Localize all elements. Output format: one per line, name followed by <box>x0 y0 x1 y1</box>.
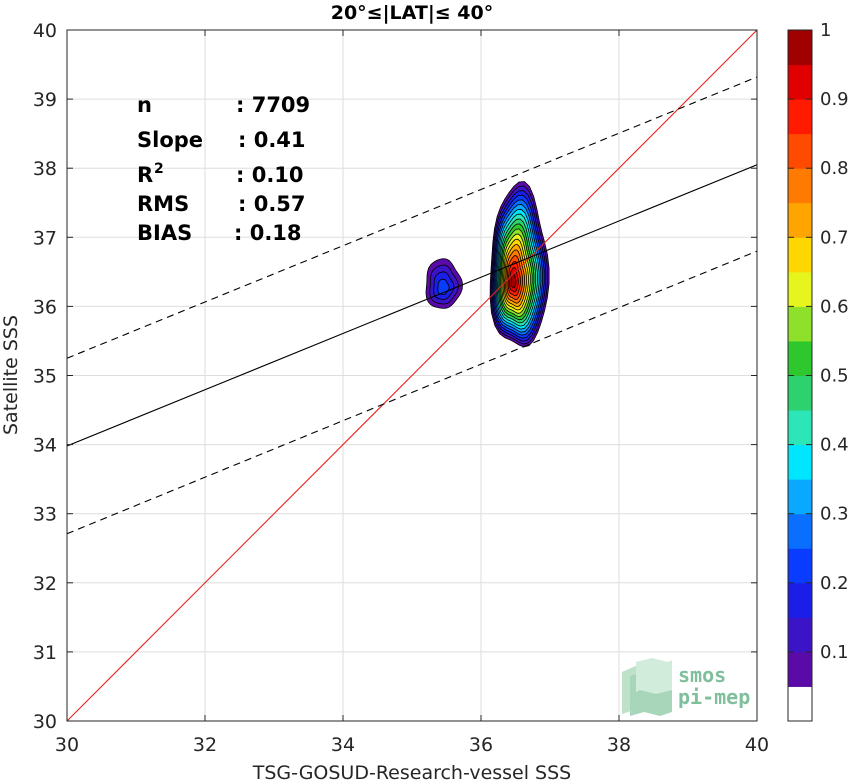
fit-line <box>67 164 757 447</box>
x-tick-label: 30 <box>55 734 79 756</box>
colorbar-segment <box>788 64 812 100</box>
y-tick-label: 31 <box>33 642 57 664</box>
colorbar-segment <box>788 513 812 549</box>
colorbar-segment <box>788 133 812 169</box>
colorbar-tick-label: 0.6 <box>820 296 849 317</box>
stat-label: n <box>137 93 152 117</box>
colorbar-ticks: 0.1 0.2 0.3 0.4 0.5 0.6 0.7 0.8 0.9 1 <box>788 20 849 663</box>
y-tick-label: 37 <box>33 227 57 249</box>
colorbar-segment <box>788 651 812 687</box>
identity-line <box>67 30 757 721</box>
colorbar-tick-label: 0.5 <box>820 366 849 387</box>
stat-value: : 0.10 <box>236 163 304 187</box>
logo-waves-icon <box>622 658 672 716</box>
y-tick-label: 36 <box>33 296 57 318</box>
fit-lower-bound-line <box>67 250 757 535</box>
colorbar-segment <box>788 271 812 307</box>
colorbar-segment <box>788 686 812 722</box>
stat-superscript: 2 <box>154 161 164 177</box>
colorbar-tick-label: 1 <box>820 20 831 41</box>
y-tick-label: 30 <box>33 711 57 733</box>
chart-title: 20°≤|LAT|≤ 40° <box>331 2 494 24</box>
colorbar-segment <box>788 168 812 204</box>
stat-label: RMS <box>137 192 189 216</box>
y-tick-label: 34 <box>33 435 57 457</box>
y-axis-label: Satellite SSS <box>0 315 22 435</box>
colorbar-tick-label: 0.3 <box>820 504 849 525</box>
stat-label: R <box>137 163 153 187</box>
smos-pi-mep-logo: smos pi-mep <box>622 658 750 716</box>
colorbar-segment <box>788 340 812 376</box>
colorbar-segment <box>788 548 812 584</box>
x-tick-label: 38 <box>607 734 631 756</box>
stat-value: : 0.57 <box>238 192 306 216</box>
y-ticks: 30 31 32 33 34 35 36 37 38 39 40 <box>33 20 757 733</box>
regression-lines <box>67 30 757 721</box>
colorbar-tick-label: 0.1 <box>820 642 849 663</box>
colorbar-segment <box>788 202 812 238</box>
logo-line2: pi-mep <box>678 685 750 709</box>
colorbar-segment <box>788 444 812 480</box>
logo-line1: smos <box>678 663 726 687</box>
y-tick-label: 32 <box>33 573 57 595</box>
stat-label: Slope <box>137 128 203 152</box>
density-contour-level <box>437 278 450 295</box>
colorbar-segment <box>788 306 812 342</box>
fit-upper-bound-line <box>67 76 757 359</box>
x-tick-label: 36 <box>469 734 493 756</box>
grid <box>66 29 758 722</box>
colorbar-segment <box>788 479 812 515</box>
colorbar-segment <box>788 410 812 446</box>
colorbar-tick-label: 0.8 <box>820 158 849 179</box>
colorbar <box>788 30 812 722</box>
stat-value: : 0.18 <box>234 221 302 245</box>
colorbar-segment <box>788 617 812 653</box>
x-axis-label: TSG-GOSUD-Research-vessel SSS <box>252 762 572 784</box>
colorbar-segment <box>788 582 812 618</box>
colorbar-tick-label: 0.2 <box>820 573 849 594</box>
stat-value: : 0.41 <box>238 128 306 152</box>
colorbar-tick-label: 0.4 <box>820 435 849 456</box>
y-tick-label: 38 <box>33 158 57 180</box>
colorbar-segment <box>788 99 812 135</box>
y-tick-label: 40 <box>33 20 57 42</box>
y-tick-label: 33 <box>33 504 57 526</box>
x-tick-label: 40 <box>745 734 769 756</box>
stat-label: BIAS <box>137 221 192 245</box>
x-ticks: 30 32 34 36 38 40 <box>55 30 769 756</box>
y-tick-label: 35 <box>33 366 57 388</box>
colorbar-tick-label: 0.9 <box>820 89 849 110</box>
stat-value: : 7709 <box>236 93 310 117</box>
stats-block: n : 7709 Slope : 0.41 R 2 : 0.10 RMS : 0.57 BIAS:… <box>137 93 310 245</box>
x-tick-label: 32 <box>193 734 217 756</box>
x-tick-label: 34 <box>331 734 355 756</box>
density-contour-level <box>510 273 517 289</box>
colorbar-segment <box>788 375 812 411</box>
colorbar-segment <box>788 30 812 66</box>
colorbar-segment <box>788 237 812 273</box>
colorbar-tick-label: 0.7 <box>820 227 849 248</box>
y-tick-label: 39 <box>33 89 57 111</box>
